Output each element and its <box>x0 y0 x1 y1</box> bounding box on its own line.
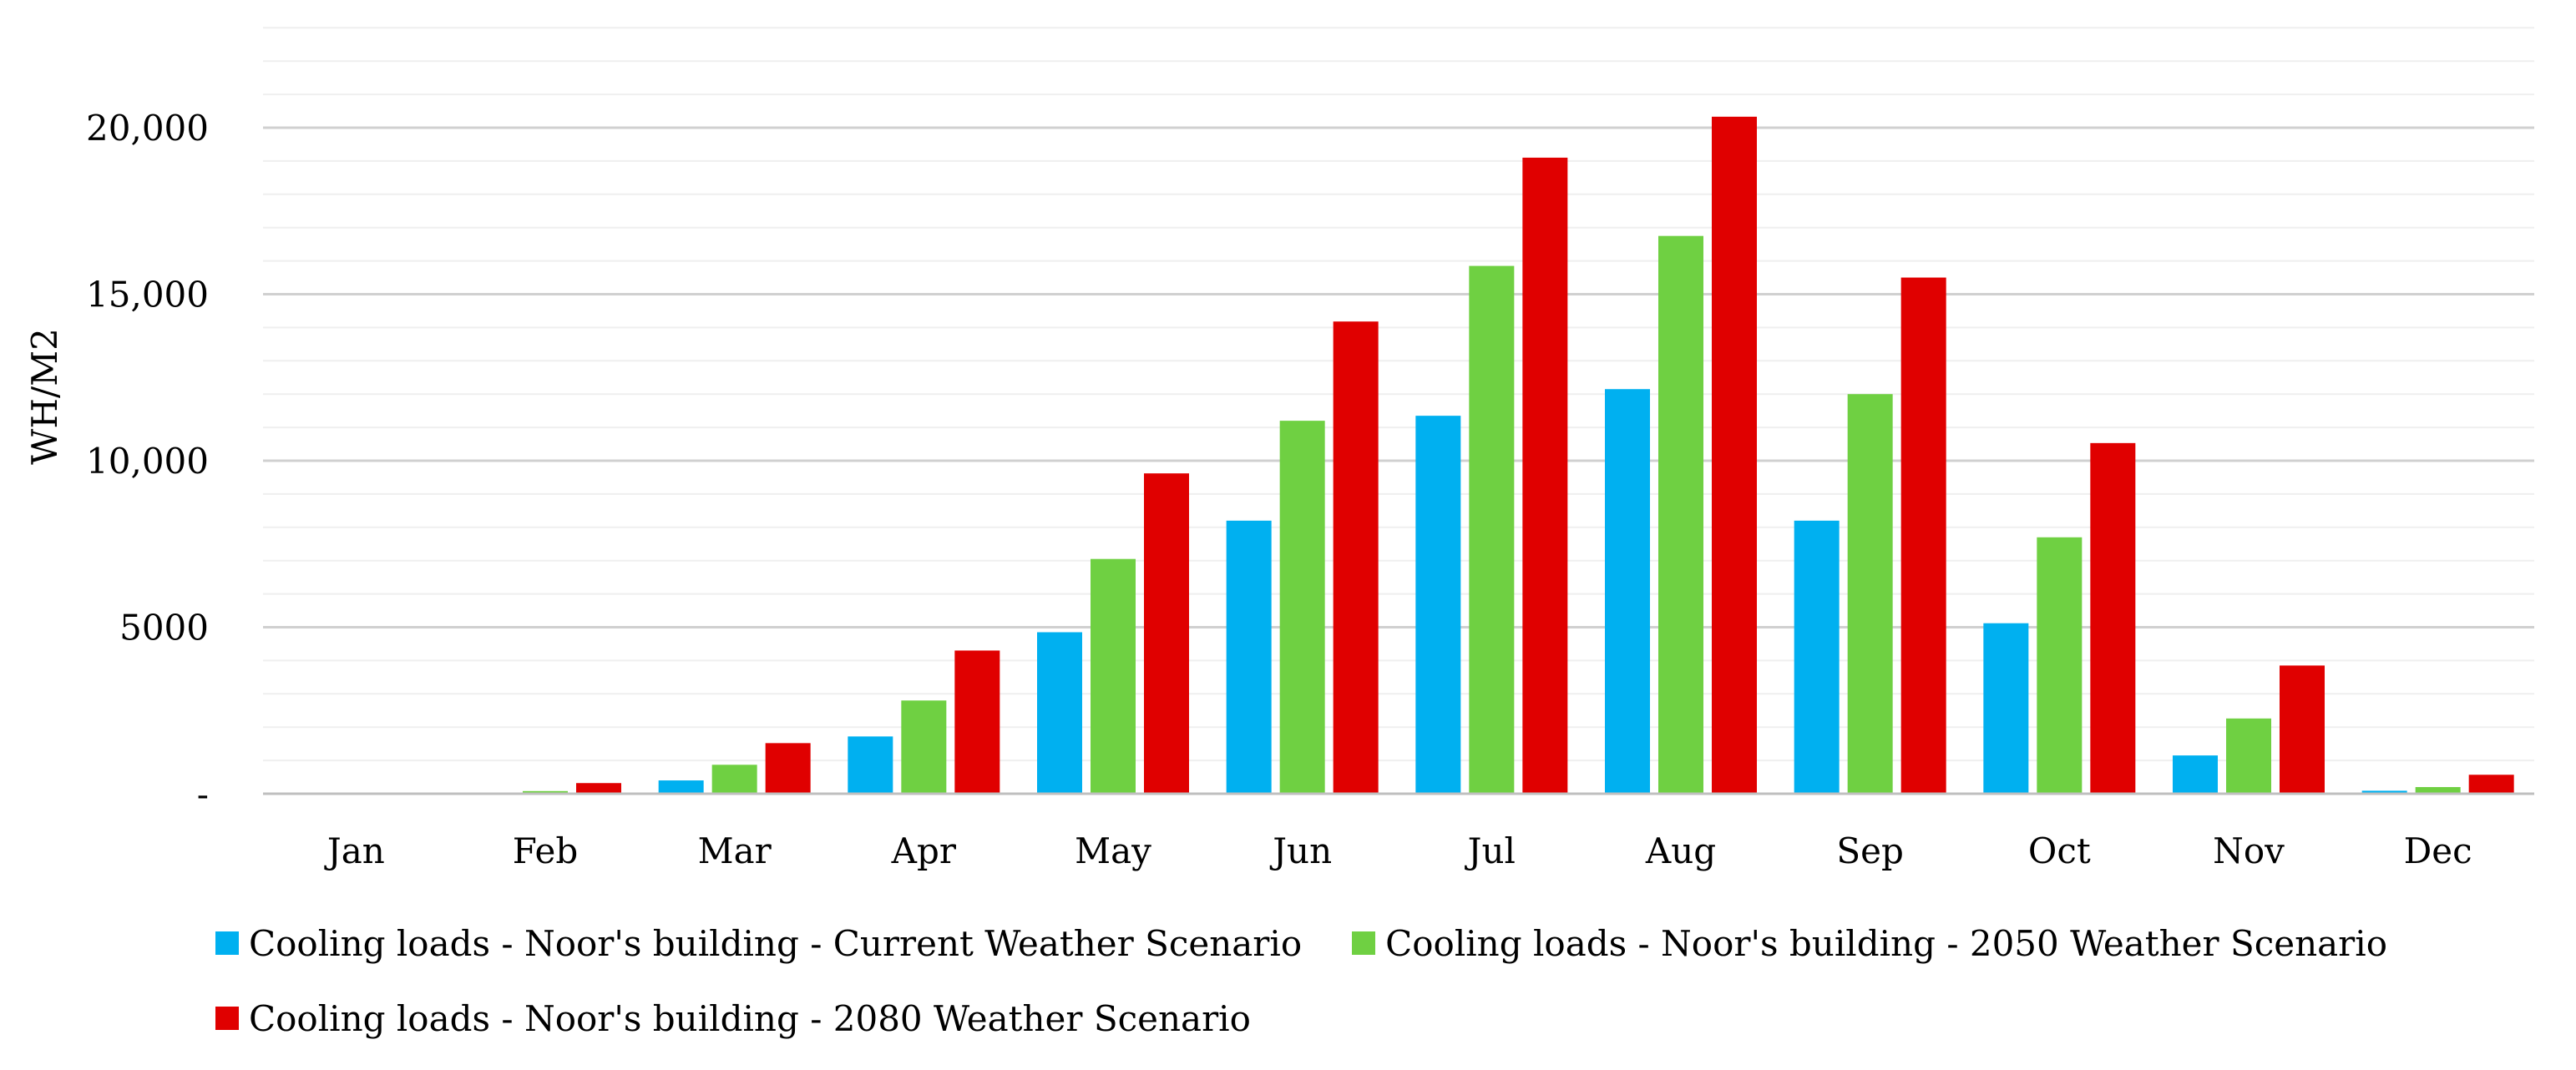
legend-label-2080: Cooling loads - Noor's building - 2080 W… <box>249 997 1251 1039</box>
bar-sep-series-2 <box>1847 394 1893 794</box>
bar-mar-series-1 <box>658 780 704 794</box>
legend: Cooling loads - Noor's building - Curren… <box>215 906 2553 1056</box>
bar-apr-series-1 <box>848 736 893 794</box>
gridlines <box>263 27 2534 762</box>
bar-feb-series-2 <box>523 790 568 794</box>
bar-jul-series-2 <box>1469 265 1515 795</box>
bar-sep-series-3 <box>1900 277 1946 794</box>
legend-item-2050: Cooling loads - Noor's building - 2050 W… <box>1352 923 2387 964</box>
bar-nov-series-3 <box>2280 665 2325 794</box>
bar-nov-series-1 <box>2173 755 2218 794</box>
bar-jun-series-1 <box>1226 520 1272 794</box>
x-tick-label: Jan <box>324 830 385 871</box>
y-tick-label: 20,000 <box>86 108 209 149</box>
bars <box>523 116 2514 795</box>
bar-sep-series-1 <box>1794 520 1840 794</box>
x-tick-label: Feb <box>513 830 579 871</box>
bar-jun-series-2 <box>1279 421 1325 794</box>
bar-may-series-2 <box>1091 558 1136 794</box>
bar-nov-series-2 <box>2226 718 2271 794</box>
legend-row-1: Cooling loads - Noor's building - Curren… <box>215 906 2553 981</box>
y-tick-label: 5000 <box>119 608 209 649</box>
bar-aug-series-2 <box>1658 235 1703 794</box>
legend-item-2080: Cooling loads - Noor's building - 2080 W… <box>215 998 1251 1039</box>
bar-apr-series-2 <box>901 700 947 794</box>
bar-dec-series-2 <box>2415 787 2461 794</box>
bar-aug-series-1 <box>1605 389 1650 794</box>
bar-apr-series-3 <box>954 650 1000 794</box>
x-tick-label: Apr <box>891 830 957 871</box>
legend-label-current: Cooling loads - Noor's building - Curren… <box>249 922 1303 964</box>
legend-label-2050: Cooling loads - Noor's building - 2050 W… <box>1385 922 2387 964</box>
legend-swatch-current <box>215 931 239 955</box>
y-tick-label: 10,000 <box>86 441 209 482</box>
x-tick-label: Aug <box>1645 830 1716 871</box>
x-tick-labels: Jan Feb Mar Apr May Jun Jul Aug Sep Oct Nov Dec <box>324 830 2472 871</box>
bar-aug-series-3 <box>1712 116 1757 794</box>
bar-mar-series-3 <box>765 743 811 794</box>
x-tick-label: Dec <box>2404 830 2472 871</box>
x-tick-label: Sep <box>1836 830 1904 871</box>
y-axis-title: WH/M2 <box>24 328 65 465</box>
bar-oct-series-2 <box>2037 537 2083 794</box>
bar-mar-series-2 <box>711 765 757 794</box>
bar-feb-series-3 <box>576 783 621 794</box>
bar-dec-series-3 <box>2468 775 2514 794</box>
bar-jun-series-3 <box>1333 321 1379 794</box>
x-tick-label: Jun <box>1269 830 1332 871</box>
bar-may-series-3 <box>1144 473 1189 794</box>
bar-may-series-1 <box>1037 632 1082 794</box>
y-tick-label: 15,000 <box>86 275 209 315</box>
bar-oct-series-1 <box>1983 623 2029 794</box>
bar-jul-series-3 <box>1522 157 1568 794</box>
bar-jul-series-1 <box>1415 416 1461 794</box>
x-tick-label: Jul <box>1465 830 1516 871</box>
bar-dec-series-1 <box>2361 790 2407 794</box>
bar-oct-series-3 <box>2090 442 2136 794</box>
x-tick-label: Nov <box>2213 830 2285 871</box>
x-tick-label: May <box>1075 830 1151 871</box>
y-tick-label: - <box>197 774 209 815</box>
x-tick-label: Oct <box>2028 830 2091 871</box>
legend-row-2: Cooling loads - Noor's building - 2080 W… <box>215 981 2553 1056</box>
x-tick-label: Mar <box>698 830 772 871</box>
legend-item-current: Cooling loads - Noor's building - Curren… <box>215 923 1302 964</box>
legend-swatch-2050 <box>1352 931 1376 955</box>
y-tick-labels: - 5000 10,000 15,000 20,000 <box>86 108 209 815</box>
legend-swatch-2080 <box>215 1007 239 1030</box>
